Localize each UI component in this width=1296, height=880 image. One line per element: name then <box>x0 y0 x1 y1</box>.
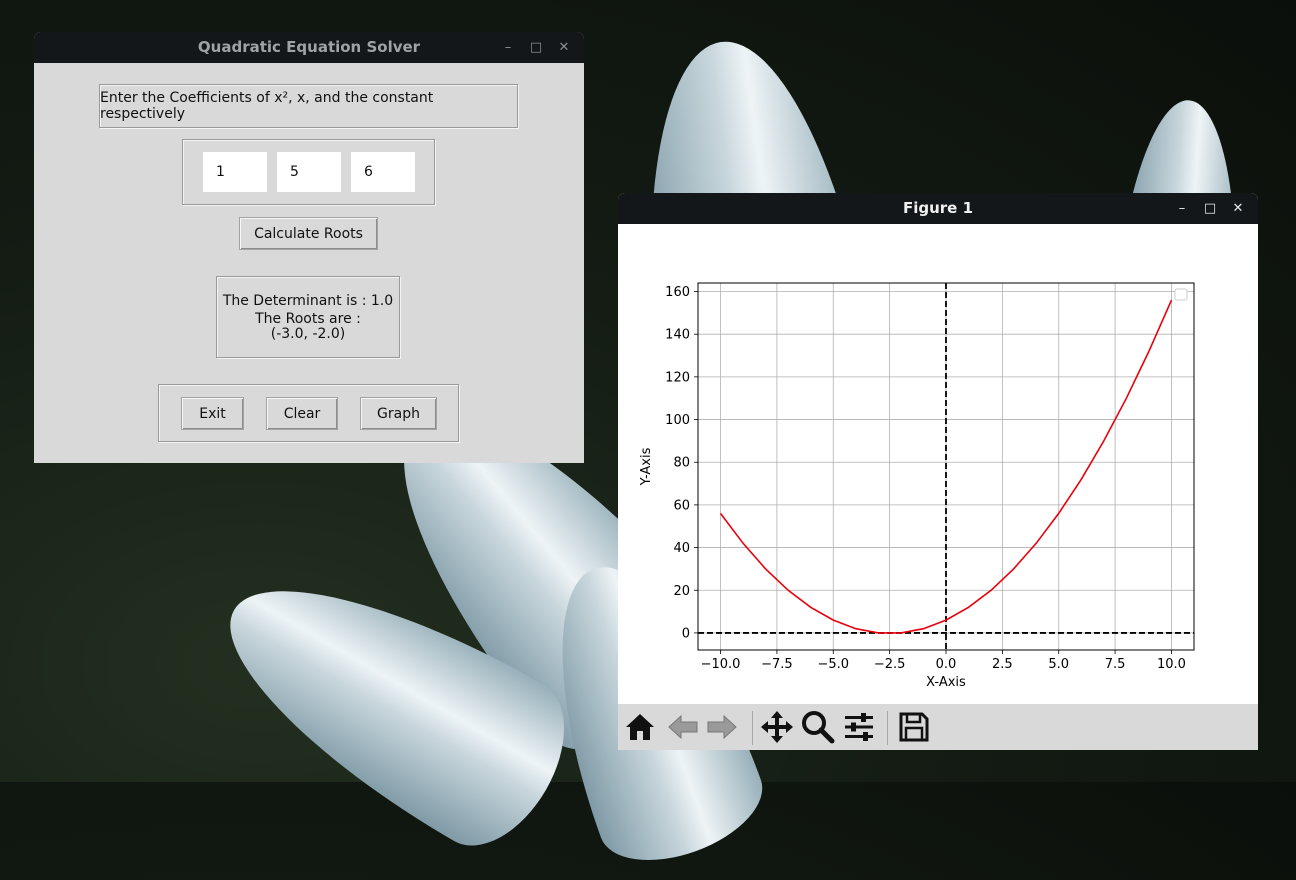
minimize-button[interactable]: – <box>496 36 520 60</box>
forward-icon <box>707 714 737 740</box>
minimize-button[interactable]: – <box>1170 197 1194 221</box>
x-tick-label: 2.5 <box>992 657 1013 672</box>
coefficient-b-input[interactable]: 5 <box>277 152 341 192</box>
minimize-icon: – <box>504 40 512 55</box>
y-tick-label: 60 <box>673 498 690 513</box>
close-button[interactable]: ✕ <box>1226 197 1250 221</box>
configure-subplots-icon <box>845 713 873 741</box>
y-tick-label: 120 <box>665 370 690 385</box>
zoom-icon <box>802 711 835 744</box>
toolbar-separator <box>887 711 888 745</box>
solver-window: Quadratic Equation Solver – □ ✕ Enter th… <box>34 32 584 463</box>
save-icon <box>899 712 929 742</box>
instruction-label: Enter the Coefficients of x², x, and the… <box>100 90 434 122</box>
y-tick-label: 140 <box>665 328 690 343</box>
x-tick-label: 0.0 <box>936 657 957 672</box>
navigation-toolbar <box>618 704 1258 750</box>
zoom-button[interactable] <box>800 709 836 745</box>
graph-button[interactable]: Graph <box>360 397 437 430</box>
back-button[interactable] <box>665 709 701 745</box>
figure-window-title: Figure 1 <box>902 199 974 217</box>
x-tick-label: −2.5 <box>874 657 906 672</box>
result-frame: The Determinant is : 1.0 The Roots are :… <box>216 276 400 358</box>
solver-window-title: Quadratic Equation Solver <box>197 38 421 56</box>
exit-button[interactable]: Exit <box>181 397 244 430</box>
x-tick-label: 5.0 <box>1048 657 1069 672</box>
toolbar-separator <box>752 711 753 745</box>
x-tick-label: 7.5 <box>1105 657 1126 672</box>
solver-titlebar[interactable]: Quadratic Equation Solver – □ ✕ <box>34 32 584 63</box>
save-button[interactable] <box>896 709 932 745</box>
clear-button[interactable]: Clear <box>266 397 338 430</box>
coefficient-a-input[interactable]: 1 <box>203 152 267 192</box>
y-axis-label: Y-Axis <box>639 447 654 486</box>
maximize-icon: □ <box>1203 201 1217 216</box>
close-icon: ✕ <box>558 40 570 55</box>
x-tick-label: −5.0 <box>817 657 849 672</box>
y-tick-label: 100 <box>665 413 690 428</box>
y-tick-label: 20 <box>673 584 690 599</box>
roots-heading-label: The Roots are : <box>255 310 361 327</box>
y-tick-label: 160 <box>665 285 690 300</box>
home-icon <box>626 714 654 740</box>
maximize-button[interactable]: □ <box>1198 197 1222 221</box>
coefficient-c-input[interactable]: 6 <box>351 152 415 192</box>
maximize-button[interactable]: □ <box>524 36 548 60</box>
actions-frame <box>158 384 459 442</box>
pan-icon <box>761 711 793 743</box>
instruction-frame: Enter the Coefficients of x², x, and the… <box>99 84 518 128</box>
forward-button[interactable] <box>704 709 740 745</box>
back-icon <box>668 714 698 740</box>
maximize-icon: □ <box>529 40 543 55</box>
x-axis-label: X-Axis <box>926 675 966 690</box>
y-tick-label: 0 <box>682 626 690 641</box>
x-tick-label: 10.0 <box>1157 657 1186 672</box>
data-series-line <box>719 299 1173 634</box>
x-tick-label: −7.5 <box>761 657 793 672</box>
figure-titlebar[interactable]: Figure 1 – □ ✕ <box>618 193 1258 224</box>
calculate-roots-button[interactable]: Calculate Roots <box>239 217 378 250</box>
minimize-icon: – <box>1178 201 1186 216</box>
roots-value-label: (-3.0, -2.0) <box>270 325 346 342</box>
determinant-label: The Determinant is : 1.0 <box>222 292 394 309</box>
home-button[interactable] <box>622 709 658 745</box>
close-button[interactable]: ✕ <box>552 36 576 60</box>
plot-canvas[interactable]: −10.0 −7.5 −5.0 −2.5 0.0 2.5 5.0 7.5 10.0 0 20 40 60… <box>618 224 1258 704</box>
configure-subplots-button[interactable] <box>841 709 877 745</box>
y-tick-label: 80 <box>673 456 690 471</box>
figure-window: Figure 1 – □ ✕ −10.0 −7.5 −5.0 −2.5 0.0 2.5 5.… <box>618 193 1258 750</box>
close-icon: ✕ <box>1232 201 1244 216</box>
legend-box <box>1174 288 1188 301</box>
coefficients-frame <box>182 139 435 205</box>
x-tick-label: −10.0 <box>701 657 741 672</box>
pan-button[interactable] <box>759 709 795 745</box>
y-tick-label: 40 <box>673 541 690 556</box>
